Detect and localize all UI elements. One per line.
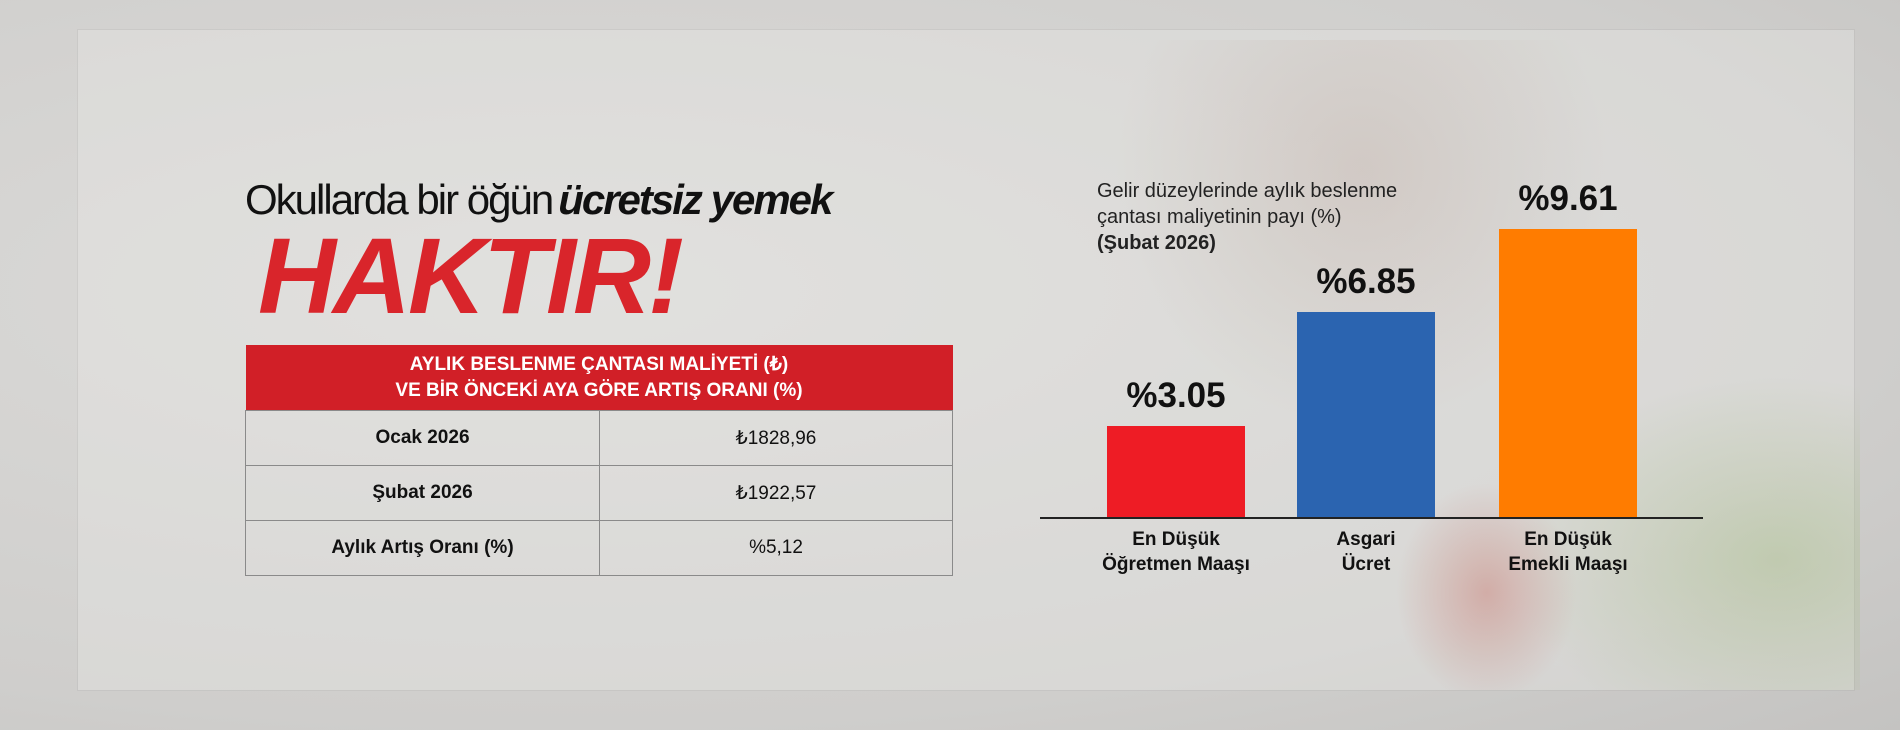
- header-line-1: AYLIK BESLENME ÇANTASI MALİYETİ (₺): [409, 353, 789, 375]
- headline-bold: ücretsiz yemek: [558, 176, 833, 223]
- row-value: %5,12: [599, 520, 953, 576]
- bar: [1297, 311, 1435, 517]
- row-label: Aylık Artış Oranı (%): [245, 520, 600, 576]
- category-label: En Düşük Emekli Maaşı: [1508, 529, 1628, 575]
- headline: Okullarda bir öğün ücretsiz yemek: [245, 176, 833, 224]
- row-value: ₺1828,96: [599, 410, 953, 466]
- data-label: %9.61: [1518, 178, 1618, 218]
- data-label: %6.85: [1316, 261, 1416, 301]
- chart-title-line-2: çantası maliyetinin payı (%): [1097, 206, 1342, 228]
- chart-title-line-3: (Şubat 2026): [1097, 232, 1216, 254]
- table-row: Ocak 2026 ₺1828,96: [245, 410, 953, 466]
- table-row: Aylık Artış Oranı (%) %5,12: [245, 520, 953, 576]
- category-label: En Düşük Öğretmen Maaşı: [1102, 529, 1250, 575]
- headline-big: HAKTIR!: [258, 215, 684, 336]
- category-label: Asgari Ücret: [1336, 529, 1396, 575]
- bar: [1107, 425, 1245, 517]
- chart-title-line-1: Gelir düzeylerinde aylık beslenme: [1097, 180, 1398, 202]
- row-label: Ocak 2026: [245, 410, 600, 466]
- chart-title: Gelir düzeylerinde aylık beslenme çantas…: [1097, 178, 1397, 256]
- table-header: AYLIK BESLENME ÇANTASI MALİYETİ (₺) VE B…: [245, 345, 953, 411]
- cost-table: AYLIK BESLENME ÇANTASI MALİYETİ (₺) VE B…: [245, 345, 953, 576]
- row-label: Şubat 2026: [245, 465, 600, 521]
- table-row: Şubat 2026 ₺1922,57: [245, 465, 953, 521]
- headline-light: Okullarda bir öğün: [245, 176, 554, 223]
- header-line-2: VE BİR ÖNCEKİ AYA GÖRE ARTIŞ ORANI (%): [395, 379, 803, 401]
- bar: [1499, 228, 1637, 517]
- row-value: ₺1922,57: [599, 465, 953, 521]
- background-photo: [1030, 40, 1860, 690]
- data-label: %3.05: [1126, 375, 1226, 415]
- chart-baseline: [1040, 517, 1703, 519]
- table-header-cell: AYLIK BESLENME ÇANTASI MALİYETİ (₺) VE B…: [245, 345, 953, 411]
